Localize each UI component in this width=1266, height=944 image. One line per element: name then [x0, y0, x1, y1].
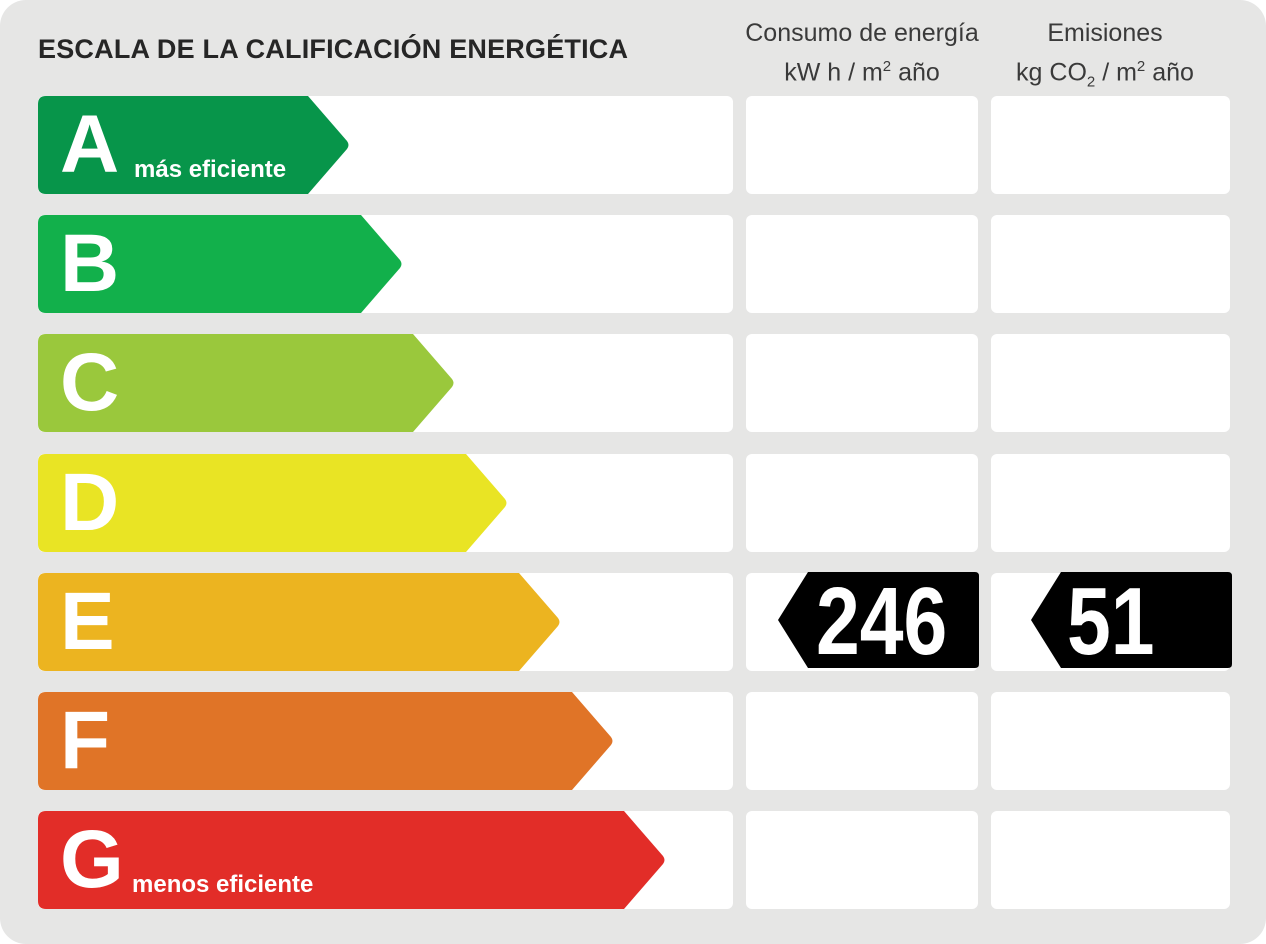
- rating-bar-b: B: [38, 215, 403, 313]
- rating-arrow-shape: [38, 96, 349, 194]
- rating-bar-d: D: [38, 454, 508, 552]
- rating-arrow-fill: [38, 573, 560, 671]
- emisiones-cell-b: [991, 215, 1230, 313]
- indicator-arrow-shape: [778, 572, 979, 668]
- emisiones-cell-f: [991, 692, 1230, 790]
- emisiones-column-header: Emisiones kg CO2 / m2 año: [990, 16, 1220, 99]
- emisiones-header-unit: kg CO2 / m2 año: [1016, 58, 1194, 91]
- rating-arrow-shape: [38, 454, 507, 552]
- consumo-cell-c: [746, 334, 978, 432]
- emisiones-cell-g: [991, 811, 1230, 909]
- rating-letter: C: [60, 337, 120, 428]
- emisiones-cell-a: [991, 96, 1230, 194]
- consumo-cell-a: [746, 96, 978, 194]
- consumo-cell-b: [746, 215, 978, 313]
- consumo-cell-g: [746, 811, 978, 909]
- emisiones-indicator: 51: [1031, 568, 1232, 675]
- rating-bar-e: E: [38, 573, 561, 671]
- rating-arrow-fill: [38, 96, 349, 194]
- rating-bar-f: F: [38, 692, 614, 790]
- rating-letter: E: [60, 576, 115, 667]
- rating-arrow-shape: [38, 573, 560, 671]
- page-title: ESCALA DE LA CALIFICACIÓN ENERGÉTICA: [38, 34, 629, 64]
- emisiones-cell-d: [991, 454, 1230, 552]
- rating-letter: B: [60, 218, 120, 309]
- rating-arrow-fill: [38, 454, 507, 552]
- consumo-header-unit: kW h / m2 año: [784, 58, 940, 87]
- emisiones-cell-c: [991, 334, 1230, 432]
- rating-letter: A: [60, 99, 120, 190]
- rating-letter: D: [60, 457, 120, 548]
- rating-bar-c: C: [38, 334, 455, 432]
- rating-arrow-shape: [38, 692, 613, 790]
- rating-arrow-fill: [38, 334, 454, 432]
- rating-arrow-fill: [38, 215, 402, 313]
- rating-sublabel: más eficiente: [134, 156, 287, 183]
- indicator-arrow-shape: [1031, 572, 1232, 668]
- rating-arrow-shape: [38, 215, 402, 313]
- rating-arrow-shape: [38, 811, 665, 909]
- rating-letter: G: [60, 814, 124, 905]
- rating-letter: F: [60, 695, 111, 786]
- rating-sublabel: menos eficiente: [132, 871, 314, 898]
- indicator-value: 246: [816, 568, 948, 675]
- rating-arrow-shape: [38, 334, 454, 432]
- consumo-header-line1: Consumo de energía: [745, 19, 979, 47]
- consumo-indicator: 246: [778, 568, 979, 675]
- consumo-column-header: Consumo de energía kW h / m2 año: [738, 16, 986, 89]
- rating-arrow-fill: [38, 692, 613, 790]
- consumo-cell-d: [746, 454, 978, 552]
- indicator-value: 51: [1067, 568, 1155, 675]
- consumo-cell-f: [746, 692, 978, 790]
- rating-arrow-fill: [38, 811, 665, 909]
- emisiones-header-line1: Emisiones: [1047, 19, 1163, 47]
